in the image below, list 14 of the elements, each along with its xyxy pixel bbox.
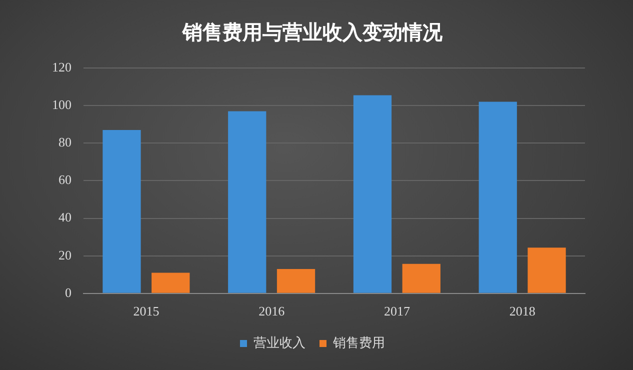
y-tick-label: 40 (58, 210, 72, 225)
x-tick-label: 2015 (133, 304, 160, 319)
x-tick-label: 2016 (258, 304, 286, 319)
chart-title: 销售费用与营业收入变动情况 (182, 20, 444, 44)
legend-label: 销售费用 (332, 336, 385, 351)
y-tick-label: 20 (58, 247, 72, 262)
y-tick-label: 60 (58, 172, 72, 188)
y-tick-label: 100 (52, 96, 72, 112)
y-tick-label: 120 (52, 59, 72, 74)
x-tick-label: 2017 (384, 304, 410, 319)
x-tick-label: 2018 (509, 304, 536, 319)
legend-label: 营业收入 (254, 336, 306, 351)
y-tick-label: 0 (65, 284, 72, 300)
y-tick-label: 80 (58, 134, 72, 150)
